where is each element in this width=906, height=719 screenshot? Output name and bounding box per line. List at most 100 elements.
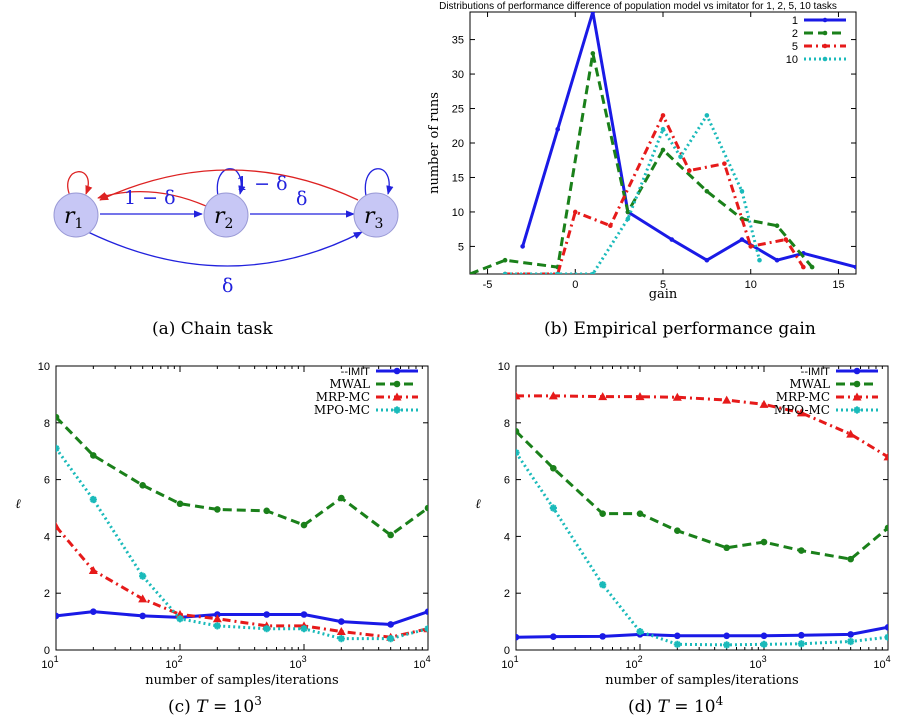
legend-label: MRP-MC — [776, 390, 830, 404]
data-point-5 — [783, 237, 789, 242]
y-tick-label: 10 — [38, 361, 50, 373]
y-tick-label: 10 — [498, 361, 510, 373]
data-point-5 — [722, 161, 727, 166]
data-point-2 — [625, 209, 631, 215]
edge-r3-r1 — [99, 169, 359, 201]
legend-label: 1 — [792, 15, 798, 27]
data-point-MRP-MC — [796, 408, 806, 417]
data-point-MRP-MC — [883, 452, 888, 461]
legend-marker-MRP-MC — [392, 392, 402, 401]
chain-diagram: r1 r2 r3 1 − δ 1 − δ δ δ — [53, 168, 399, 297]
data-point-10 — [739, 188, 745, 194]
data-point-MWAL — [139, 481, 146, 489]
data-point---IMIT — [90, 608, 97, 615]
data-point---IMIT — [516, 633, 520, 641]
data-point-MWAL — [798, 547, 805, 554]
legend-marker-1 — [822, 17, 828, 23]
y-tick-label: 35 — [452, 35, 464, 47]
data-point-MPO-MC — [599, 581, 607, 589]
data-point-MPO-MC — [56, 444, 60, 452]
data-point-1 — [704, 257, 710, 263]
data-point---IMIT — [674, 632, 681, 640]
chart-c-loss: 0 2 4 6 8 10 101 102 103 104 number of samples/ite… — [15, 361, 430, 688]
data-point-MRP-MC — [635, 392, 645, 401]
legend-marker-10 — [822, 56, 828, 62]
y-axis-label: ℓ — [475, 497, 481, 512]
plot-area — [516, 391, 888, 649]
node-r1 — [53, 192, 99, 238]
data-point-MWAL — [90, 452, 97, 459]
legend-marker-MRP-MC — [852, 392, 862, 401]
data-point-MWAL — [176, 500, 184, 508]
legend-label: MWAL — [789, 377, 830, 391]
caption-d: (d) T = 104 — [628, 694, 724, 717]
data-point-5 — [687, 168, 692, 173]
series-line---IMIT — [516, 625, 888, 639]
node-r3 — [353, 192, 399, 238]
data-point-MWAL — [599, 510, 606, 517]
data-point-MPO-MC — [847, 637, 855, 646]
data-point---IMIT — [56, 612, 60, 620]
data-point-2 — [590, 51, 596, 56]
caption-b: (b) Empirical performance gain — [544, 319, 816, 339]
legend-marker-5 — [822, 43, 828, 49]
data-point-MPO-MC — [263, 625, 271, 633]
edge-label-r3-r2: 1 − δ — [236, 173, 288, 195]
data-point---IMIT — [550, 633, 557, 640]
data-point-10 — [502, 271, 508, 274]
legend-marker-MWAL — [393, 380, 401, 388]
data-point-MWAL — [636, 510, 644, 517]
data-point-10 — [660, 126, 666, 132]
data-point-MRP-MC — [759, 399, 769, 408]
series-line-5 — [505, 113, 805, 274]
y-tick-label: 6 — [44, 475, 50, 487]
series-line-MWAL — [56, 416, 428, 537]
x-axis-label: gain — [649, 287, 678, 302]
legend-marker-MWAL — [853, 380, 861, 388]
legend-marker-2 — [822, 30, 828, 36]
data-point-MPO-MC — [673, 640, 681, 648]
data-point-MWAL — [263, 507, 270, 515]
y-tick-label: 4 — [44, 531, 50, 543]
self-loop-r2 — [216, 168, 246, 197]
data-point-MRP-MC — [548, 391, 558, 400]
data-point-1 — [853, 264, 856, 270]
series-line-MPO-MC — [516, 451, 888, 647]
y-tick-label: 0 — [44, 645, 50, 657]
x-tick-label: -5 — [483, 279, 493, 291]
data-point---IMIT — [798, 631, 805, 639]
data-point---IMIT — [599, 633, 606, 640]
y-tick-label: 2 — [504, 588, 510, 600]
x-tick-label: 10 — [745, 279, 757, 291]
x-tick-label: 0 — [572, 279, 578, 291]
data-point-MPO-MC — [797, 640, 805, 648]
data-point-MPO-MC — [760, 640, 768, 648]
data-point-5 — [660, 113, 666, 118]
legend-marker---IMIT — [393, 367, 401, 375]
legend-label: 10 — [786, 54, 798, 66]
x-tick-label: 102 — [625, 654, 642, 671]
x-tick-label: 104 — [413, 654, 430, 671]
plot-area — [470, 12, 856, 274]
x-tick-label: 101 — [41, 654, 58, 671]
data-point-MPO-MC — [387, 635, 395, 643]
edge-label-r1-r3: δ — [222, 275, 233, 297]
data-point-MWAL — [847, 555, 854, 563]
x-tick-label: 104 — [873, 654, 890, 671]
x-axis-label: number of samples/iterations — [605, 673, 798, 688]
data-point-MRP-MC — [336, 627, 346, 636]
data-point---IMIT — [847, 631, 854, 638]
edge-r1-r3 — [87, 231, 363, 267]
series-line-MRP-MC — [516, 394, 888, 459]
data-point---IMIT — [387, 621, 394, 628]
y-tick-label: 4 — [504, 531, 510, 543]
y-tick-label: 0 — [504, 645, 510, 657]
data-point-1 — [520, 244, 525, 249]
x-tick-label: 102 — [165, 654, 182, 671]
node-r2-label: r2 — [214, 204, 233, 232]
self-loop-r1 — [67, 171, 93, 197]
data-point---IMIT — [424, 608, 428, 615]
data-point-MRP-MC — [138, 594, 148, 603]
data-point-MPO-MC — [89, 495, 97, 504]
